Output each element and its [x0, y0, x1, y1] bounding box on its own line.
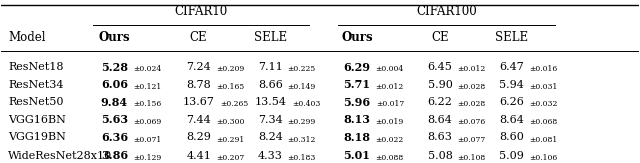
Text: VGG16BN: VGG16BN	[8, 115, 66, 125]
Text: 8.64: 8.64	[499, 115, 524, 125]
Text: ±0.024: ±0.024	[133, 65, 161, 73]
Text: 9.84: 9.84	[101, 97, 128, 108]
Text: ±0.209: ±0.209	[216, 65, 244, 73]
Text: 6.47: 6.47	[499, 62, 524, 72]
Text: ±0.207: ±0.207	[216, 154, 244, 162]
Text: 6.29: 6.29	[344, 62, 371, 73]
Text: 8.63: 8.63	[428, 133, 452, 142]
Text: CIFAR100: CIFAR100	[416, 6, 477, 18]
Text: 6.26: 6.26	[499, 97, 524, 107]
Text: 8.66: 8.66	[258, 80, 283, 90]
Text: ResNet50: ResNet50	[8, 97, 64, 107]
Text: ±0.069: ±0.069	[133, 118, 161, 126]
Text: ±0.088: ±0.088	[376, 154, 404, 162]
Text: 5.96: 5.96	[344, 97, 371, 108]
Text: 8.24: 8.24	[258, 133, 283, 142]
Text: ±0.031: ±0.031	[529, 83, 557, 91]
Text: ±0.149: ±0.149	[287, 83, 316, 91]
Text: SELE: SELE	[253, 31, 287, 44]
Text: ±0.121: ±0.121	[133, 83, 161, 91]
Text: ResNet18: ResNet18	[8, 62, 64, 72]
Text: 8.29: 8.29	[186, 133, 211, 142]
Text: ±0.129: ±0.129	[133, 154, 161, 162]
Text: 7.11: 7.11	[258, 62, 283, 72]
Text: ±0.019: ±0.019	[376, 118, 404, 126]
Text: 7.44: 7.44	[186, 115, 211, 125]
Text: ±0.081: ±0.081	[529, 136, 557, 144]
Text: ±0.403: ±0.403	[292, 100, 321, 108]
Text: ±0.225: ±0.225	[287, 65, 316, 73]
Text: ±0.312: ±0.312	[287, 136, 316, 144]
Text: ±0.068: ±0.068	[529, 118, 557, 126]
Text: 8.64: 8.64	[428, 115, 452, 125]
Text: SELE: SELE	[495, 31, 528, 44]
Text: Ours: Ours	[341, 31, 373, 44]
Text: ±0.108: ±0.108	[458, 154, 486, 162]
Text: 5.28: 5.28	[101, 62, 128, 73]
Text: 3.86: 3.86	[101, 150, 128, 161]
Text: ±0.012: ±0.012	[376, 83, 404, 91]
Text: 5.90: 5.90	[428, 80, 452, 90]
Text: CE: CE	[431, 31, 449, 44]
Text: CIFAR10: CIFAR10	[174, 6, 228, 18]
Text: ±0.265: ±0.265	[220, 100, 249, 108]
Text: ±0.291: ±0.291	[216, 136, 244, 144]
Text: ±0.022: ±0.022	[376, 136, 404, 144]
Text: ResNet34: ResNet34	[8, 80, 64, 90]
Text: ±0.165: ±0.165	[216, 83, 244, 91]
Text: ±0.106: ±0.106	[529, 154, 557, 162]
Text: ±0.028: ±0.028	[458, 100, 486, 108]
Text: 4.33: 4.33	[258, 151, 283, 161]
Text: 5.71: 5.71	[344, 79, 371, 90]
Text: 6.45: 6.45	[428, 62, 452, 72]
Text: ±0.071: ±0.071	[133, 136, 161, 144]
Text: 4.41: 4.41	[186, 151, 211, 161]
Text: 5.09: 5.09	[499, 151, 524, 161]
Text: 13.54: 13.54	[254, 97, 286, 107]
Text: 5.63: 5.63	[101, 114, 128, 125]
Text: ±0.017: ±0.017	[376, 100, 404, 108]
Text: ±0.076: ±0.076	[458, 118, 486, 126]
Text: 5.08: 5.08	[428, 151, 452, 161]
Text: ±0.012: ±0.012	[458, 65, 486, 73]
Text: 7.24: 7.24	[186, 62, 211, 72]
Text: ±0.183: ±0.183	[287, 154, 316, 162]
Text: ±0.028: ±0.028	[458, 83, 486, 91]
Text: 5.94: 5.94	[499, 80, 524, 90]
Text: 6.36: 6.36	[101, 132, 128, 143]
Text: ±0.004: ±0.004	[376, 65, 404, 73]
Text: ±0.077: ±0.077	[458, 136, 486, 144]
Text: VGG19BN: VGG19BN	[8, 133, 66, 142]
Text: ±0.299: ±0.299	[287, 118, 316, 126]
Text: 6.06: 6.06	[101, 79, 128, 90]
Text: 8.60: 8.60	[499, 133, 524, 142]
Text: 8.78: 8.78	[186, 80, 211, 90]
Text: 7.34: 7.34	[258, 115, 283, 125]
Text: ±0.016: ±0.016	[529, 65, 557, 73]
Text: CE: CE	[190, 31, 207, 44]
Text: Ours: Ours	[99, 31, 130, 44]
Text: 8.13: 8.13	[344, 114, 371, 125]
Text: 8.18: 8.18	[344, 132, 371, 143]
Text: 13.67: 13.67	[183, 97, 214, 107]
Text: ±0.156: ±0.156	[133, 100, 161, 108]
Text: WideResNet28x10: WideResNet28x10	[8, 151, 113, 161]
Text: ±0.300: ±0.300	[216, 118, 244, 126]
Text: ±0.032: ±0.032	[529, 100, 557, 108]
Text: 6.22: 6.22	[428, 97, 452, 107]
Text: Model: Model	[8, 31, 46, 44]
Text: 5.01: 5.01	[344, 150, 371, 161]
